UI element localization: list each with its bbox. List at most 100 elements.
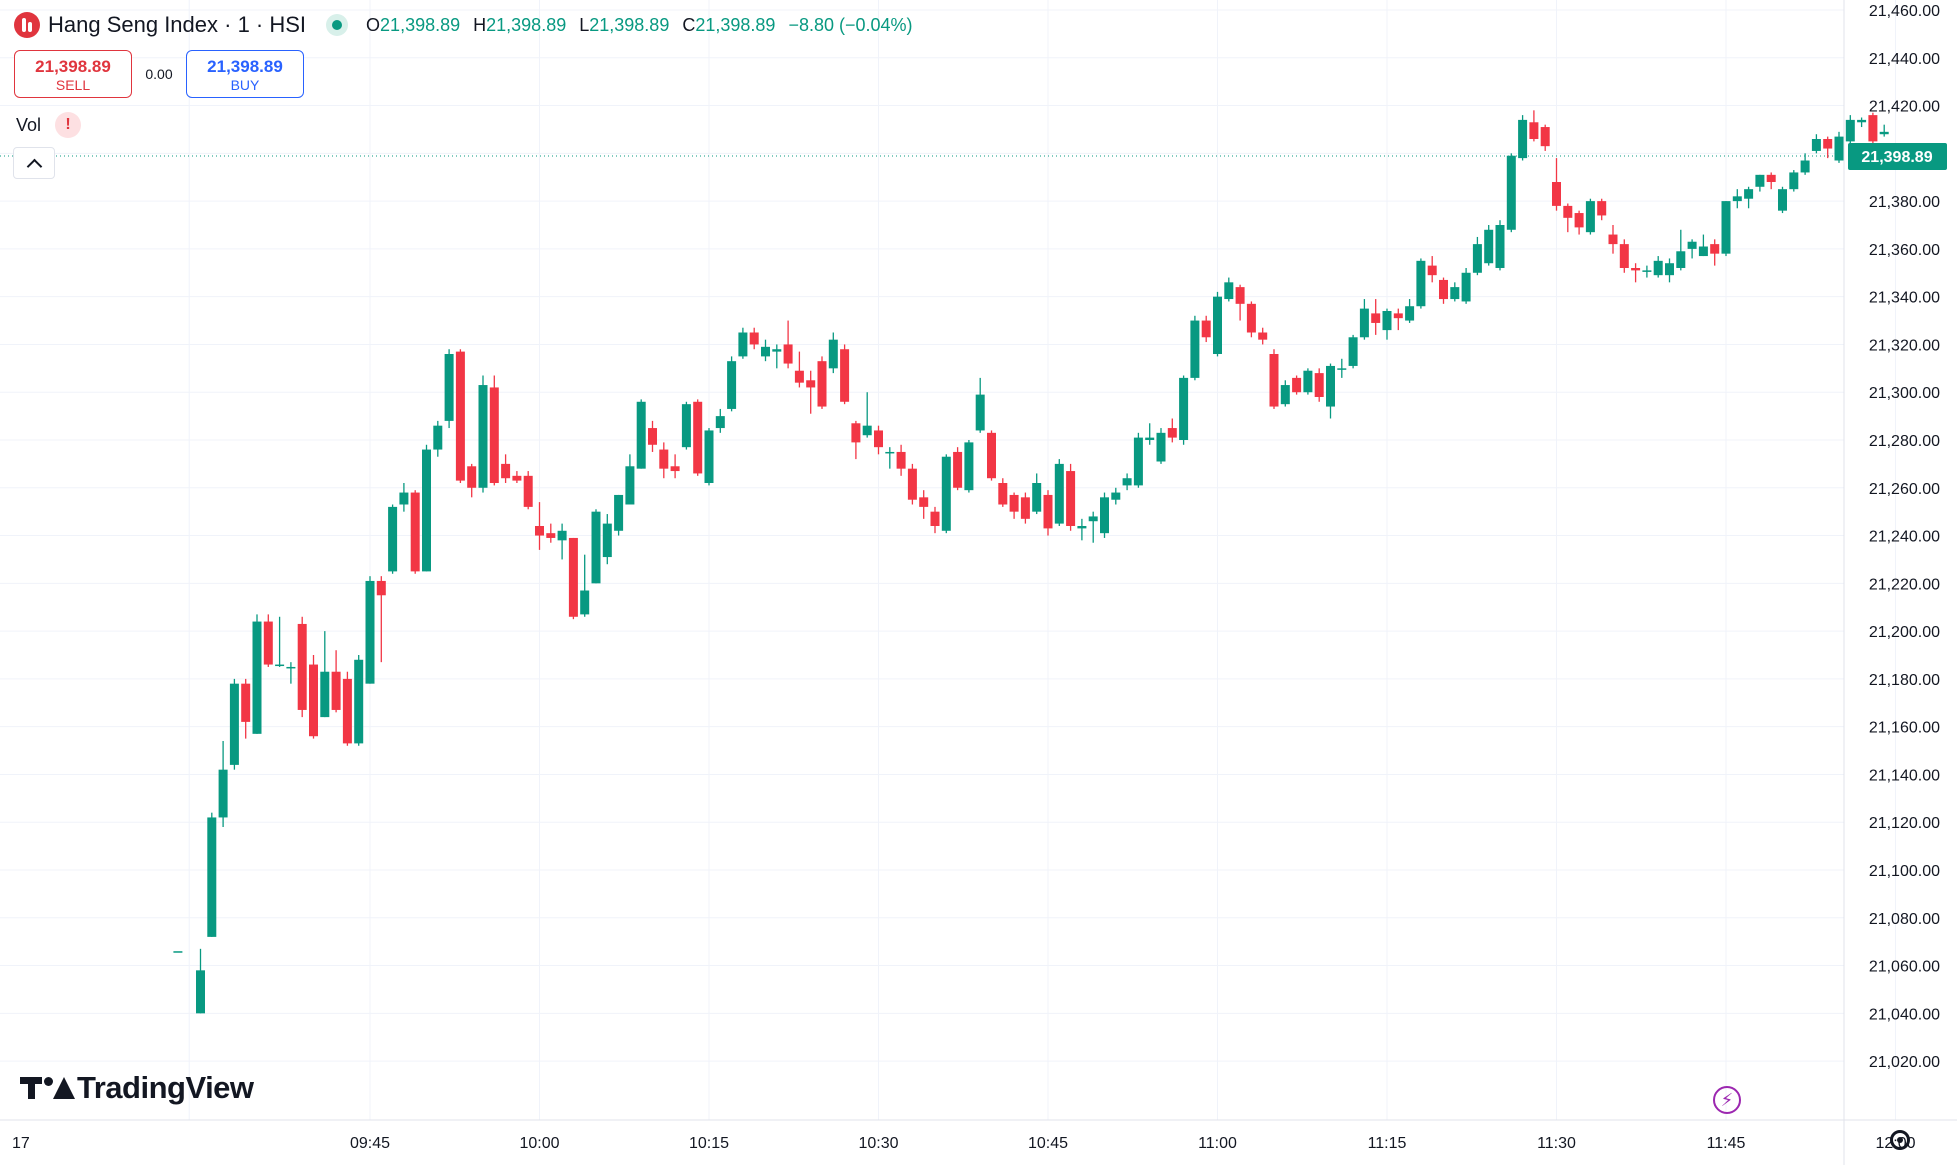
candle[interactable]: [1857, 117, 1867, 128]
candle[interactable]: [794, 351, 804, 388]
candle[interactable]: [455, 349, 465, 483]
candle[interactable]: [1077, 518, 1087, 541]
candles[interactable]: [173, 110, 1889, 1014]
warning-icon[interactable]: !: [55, 112, 82, 138]
candle[interactable]: [422, 444, 431, 572]
candle[interactable]: [1710, 239, 1720, 266]
candle[interactable]: [704, 428, 714, 486]
candle[interactable]: [1676, 229, 1686, 271]
candle[interactable]: [1122, 473, 1132, 491]
candle[interactable]: [862, 392, 872, 438]
candle[interactable]: [1269, 349, 1279, 409]
candle[interactable]: [1179, 375, 1189, 445]
candle[interactable]: [670, 454, 680, 479]
candle[interactable]: [1450, 282, 1460, 302]
candle[interactable]: [275, 616, 285, 667]
candle[interactable]: [1405, 299, 1415, 323]
candle[interactable]: [478, 375, 488, 493]
candle[interactable]: [953, 447, 963, 491]
candle[interactable]: [987, 430, 996, 481]
candle[interactable]: [1698, 234, 1708, 257]
candle[interactable]: [1258, 327, 1268, 345]
candle[interactable]: [772, 344, 782, 369]
candle[interactable]: [580, 554, 590, 617]
candle[interactable]: [1823, 136, 1833, 159]
candle[interactable]: [964, 440, 974, 493]
candle[interactable]: [1631, 263, 1641, 283]
candle[interactable]: [1834, 131, 1844, 163]
candle[interactable]: [546, 523, 556, 543]
candle[interactable]: [173, 951, 183, 953]
candle[interactable]: [806, 370, 816, 414]
candle[interactable]: [1597, 198, 1607, 221]
candle[interactable]: [1608, 225, 1618, 254]
candle[interactable]: [501, 454, 511, 483]
candle[interactable]: [885, 447, 895, 469]
symbol-title[interactable]: Hang Seng Index · 1 · HSI: [48, 12, 307, 37]
candle[interactable]: [1314, 368, 1324, 402]
candle[interactable]: [1653, 256, 1663, 278]
candle[interactable]: [320, 631, 330, 718]
candle[interactable]: [851, 420, 861, 460]
candle[interactable]: [1280, 380, 1290, 407]
candle[interactable]: [1755, 174, 1765, 192]
candle[interactable]: [1529, 110, 1539, 142]
candle[interactable]: [1224, 277, 1234, 302]
candle[interactable]: [1585, 198, 1595, 235]
candle[interactable]: [1032, 473, 1042, 515]
candle[interactable]: [535, 502, 544, 550]
candle[interactable]: [941, 454, 951, 534]
candle[interactable]: [1574, 210, 1584, 235]
candle[interactable]: [410, 490, 420, 574]
candle[interactable]: [1348, 334, 1358, 369]
candle[interactable]: [1020, 492, 1030, 524]
candle[interactable]: [568, 537, 578, 620]
candle[interactable]: [1201, 315, 1211, 343]
candle[interactable]: [840, 344, 850, 405]
candle[interactable]: [1518, 115, 1528, 161]
candle[interactable]: [602, 514, 612, 565]
candle[interactable]: [1382, 308, 1392, 340]
candle[interactable]: [444, 349, 454, 429]
candle[interactable]: [1359, 299, 1369, 340]
lightning-icon[interactable]: ⚡: [1713, 1086, 1741, 1114]
chevron-up-icon[interactable]: [13, 147, 55, 179]
candle[interactable]: [1088, 511, 1098, 543]
candle[interactable]: [331, 650, 341, 713]
candle[interactable]: [761, 339, 770, 362]
candle[interactable]: [1732, 189, 1742, 209]
candle[interactable]: [229, 678, 239, 770]
candle[interactable]: [1111, 487, 1121, 505]
candle[interactable]: [354, 655, 364, 746]
candle[interactable]: [1778, 186, 1787, 214]
candle[interactable]: [1156, 428, 1166, 464]
candle[interactable]: [241, 678, 251, 739]
candle[interactable]: [1190, 315, 1200, 381]
candle[interactable]: [1167, 418, 1177, 443]
candle[interactable]: [591, 509, 601, 584]
candle[interactable]: [1789, 170, 1799, 192]
candle[interactable]: [1879, 124, 1889, 137]
volume-indicator[interactable]: Vol !: [16, 112, 82, 138]
candle[interactable]: [738, 327, 748, 359]
candle[interactable]: [874, 425, 883, 455]
candle[interactable]: [1054, 459, 1064, 526]
candle[interactable]: [399, 483, 409, 512]
candle[interactable]: [975, 377, 985, 433]
candle[interactable]: [309, 655, 318, 739]
candle[interactable]: [388, 504, 398, 574]
candle[interactable]: [263, 614, 273, 667]
candle[interactable]: [659, 442, 669, 479]
candle[interactable]: [207, 812, 217, 937]
sell-button[interactable]: 21,398.89 SELL: [14, 50, 132, 98]
candle[interactable]: [1066, 463, 1076, 531]
candle[interactable]: [1540, 124, 1550, 151]
buy-button[interactable]: 21,398.89 BUY: [186, 50, 304, 98]
candle[interactable]: [1416, 258, 1426, 309]
candle[interactable]: [636, 399, 646, 469]
candle[interactable]: [252, 614, 262, 734]
candle[interactable]: [1133, 432, 1143, 488]
candle[interactable]: [681, 401, 691, 450]
candle[interactable]: [930, 506, 940, 534]
